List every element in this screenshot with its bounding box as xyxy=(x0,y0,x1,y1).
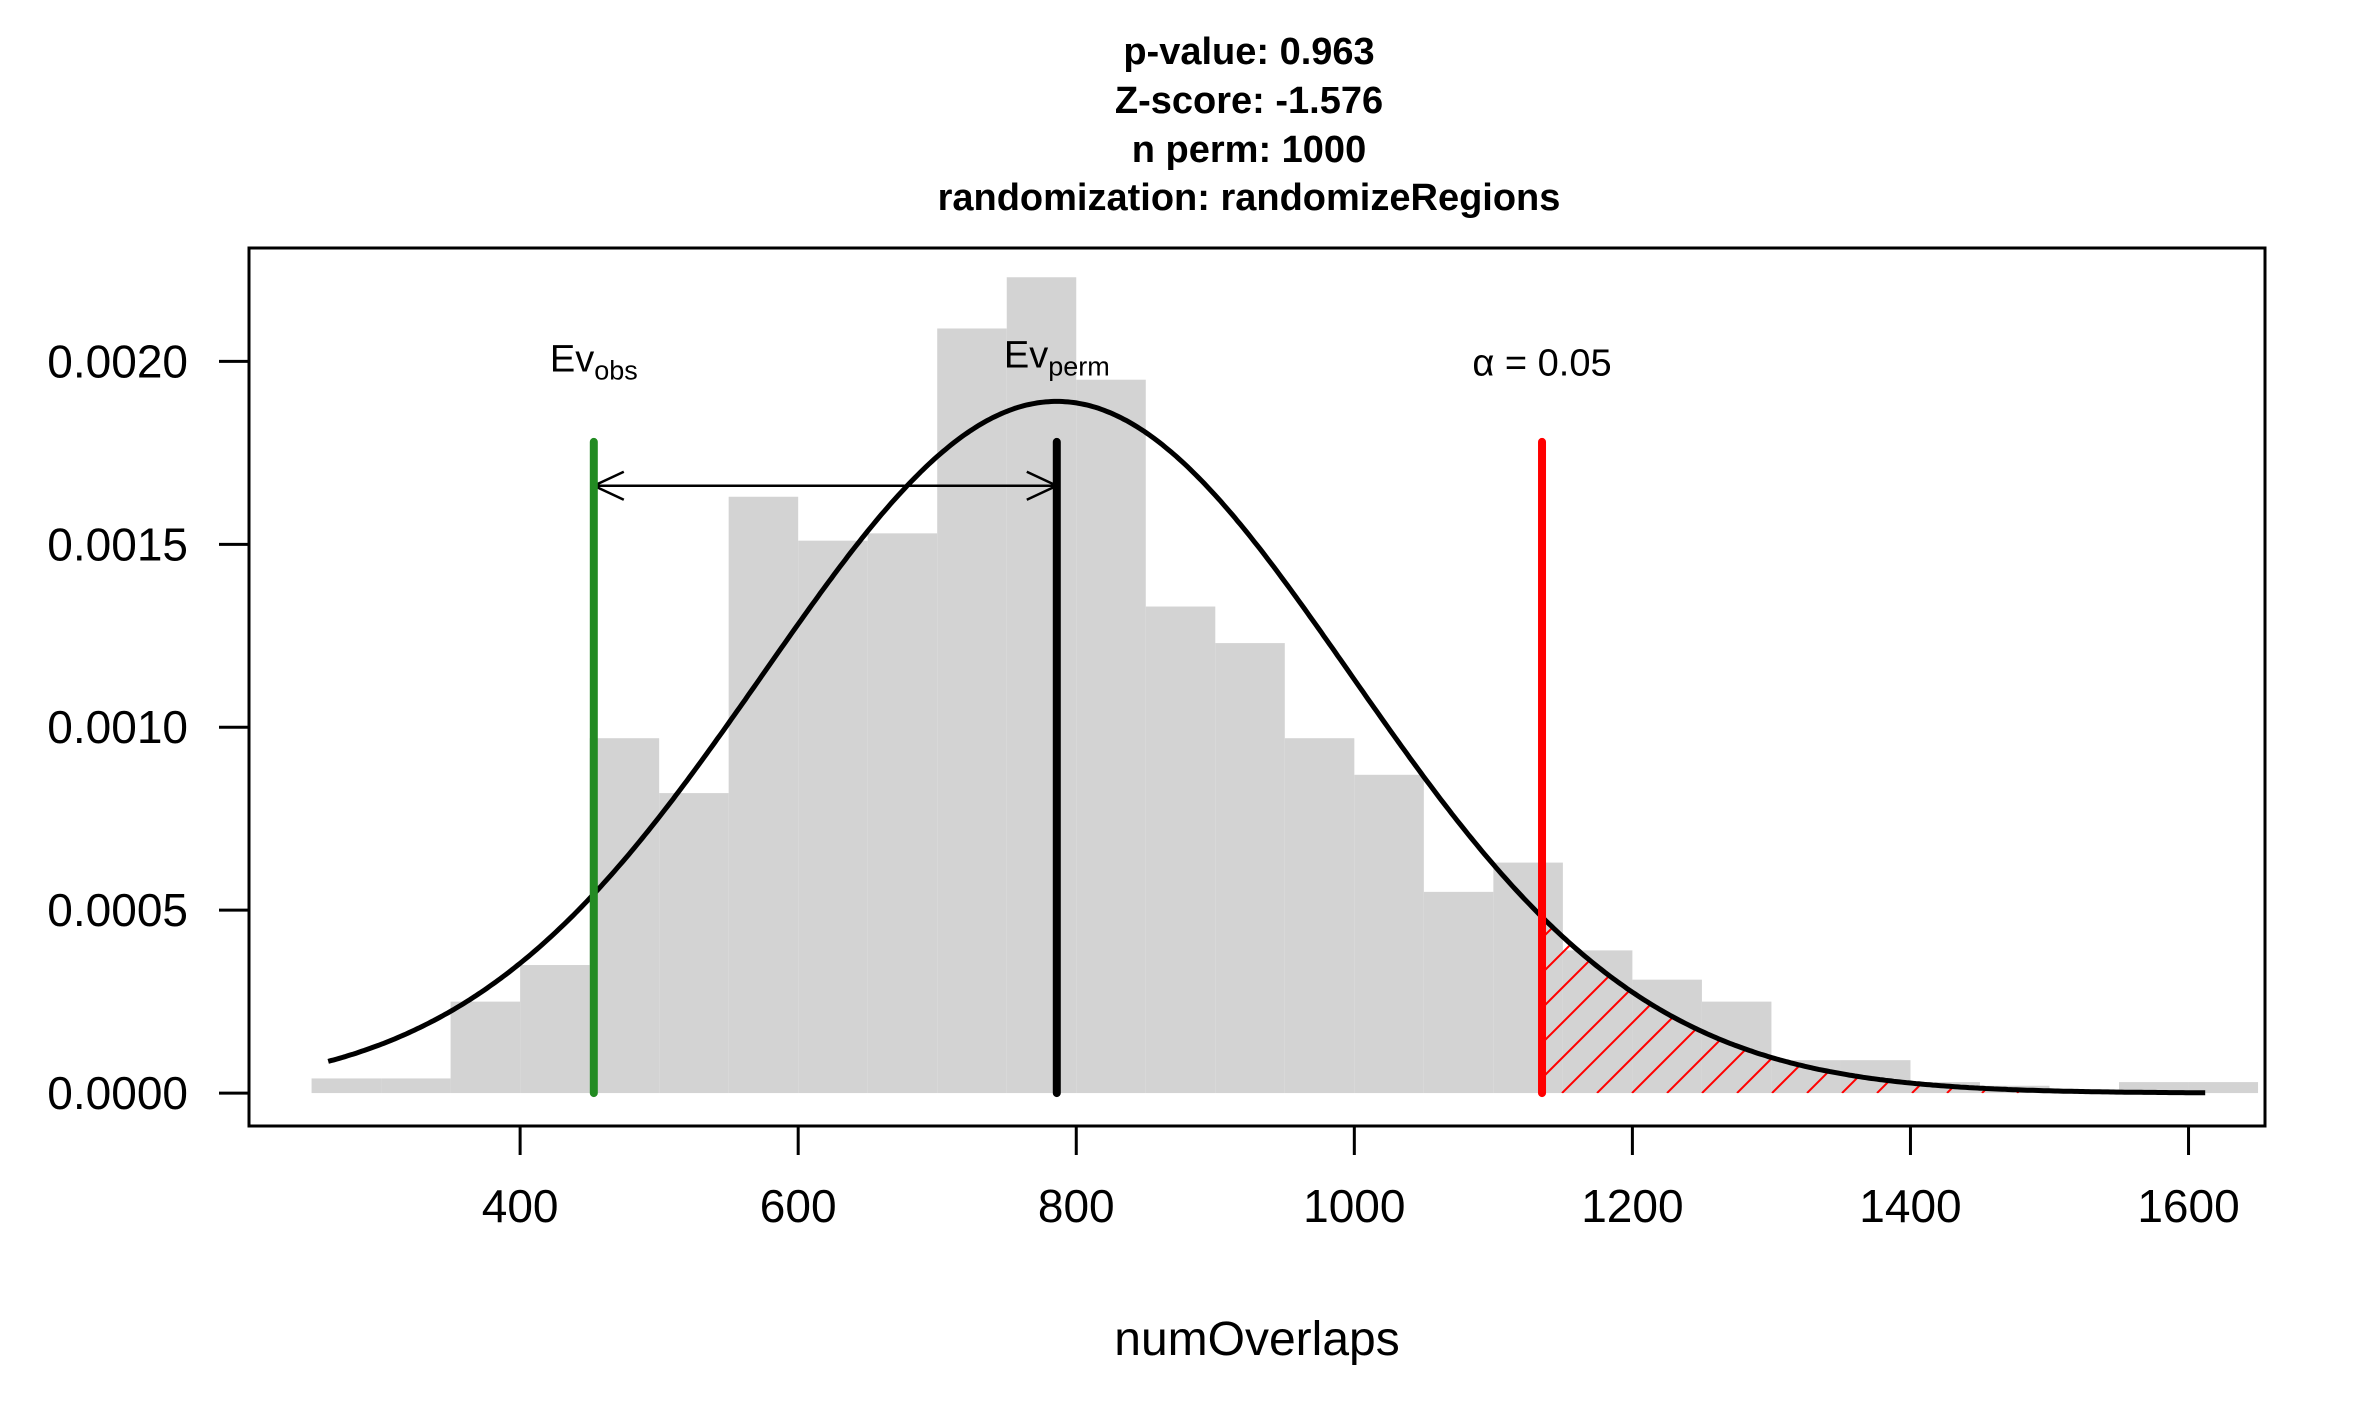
hatch-line xyxy=(1736,916,2188,1094)
x-tick-label: 800 xyxy=(1038,1180,1115,1232)
alpha-label: α = 0.05 xyxy=(1472,342,1611,384)
title-z-score: Z-score: -1.576 xyxy=(1115,80,1383,122)
histogram-bar-12 xyxy=(1145,606,1216,1094)
histogram-bars xyxy=(311,277,2259,1094)
histogram-bar-3 xyxy=(520,965,590,1094)
x-tick-label: 1400 xyxy=(1859,1180,1961,1232)
hatch-line xyxy=(1911,916,2206,1094)
hatch-line xyxy=(1561,916,2013,1094)
histogram-bar-4 xyxy=(589,738,660,1094)
title-n-perm: n perm: 1000 xyxy=(1132,129,1366,171)
chart-title: p-value: 0.963 Z-score: -1.576 n perm: 1… xyxy=(938,31,1561,219)
histogram-bar-0 xyxy=(311,1078,382,1094)
hatch-line xyxy=(1596,916,2048,1094)
normal-density-curve xyxy=(327,398,2206,1096)
hatch-line xyxy=(1542,916,1943,1094)
histogram-bar-10 xyxy=(1006,277,1077,1094)
x-tick-label: 1000 xyxy=(1303,1180,1405,1232)
histogram-bar-27 xyxy=(2188,1082,2259,1094)
reference-lines xyxy=(589,437,1547,1098)
histogram-bar-2 xyxy=(450,1001,521,1094)
hatch-line xyxy=(1806,916,2206,1094)
histogram-bar-26 xyxy=(2119,1082,2189,1094)
histogram-bar-1 xyxy=(381,1078,451,1094)
histogram-bar-9 xyxy=(937,328,1007,1094)
histogram-bar-15 xyxy=(1354,774,1424,1094)
x-tick-label: 600 xyxy=(760,1180,837,1232)
hatch-line xyxy=(1981,916,2206,1094)
x-tick-label: 1200 xyxy=(1581,1180,1683,1232)
x-axis-title: numOverlaps xyxy=(1114,1313,1399,1366)
y-tick-label: 0.0020 xyxy=(47,335,188,387)
histogram-bar-6 xyxy=(728,496,799,1094)
hatch-line xyxy=(1876,916,2206,1094)
hatch-line xyxy=(1771,916,2206,1094)
hatch-line xyxy=(2086,916,2206,1094)
hatch-line xyxy=(2121,916,2206,1094)
y-tick-label: 0.0015 xyxy=(47,518,188,570)
title-randomization: randomization: randomizeRegions xyxy=(938,177,1561,219)
x-axis: 400 600 800 1000 1200 1400 1600 xyxy=(482,1126,2240,1232)
histogram-bar-16 xyxy=(1423,891,1494,1094)
hatch-line xyxy=(2156,916,2206,1094)
observed-label: Evobs xyxy=(550,338,638,385)
y-tick-label: 0.0010 xyxy=(47,701,188,753)
y-tick-label: 0.0005 xyxy=(47,884,188,936)
hatch-line xyxy=(2191,916,2206,1094)
hatch-line xyxy=(2016,916,2206,1094)
x-tick-label: 1600 xyxy=(2137,1180,2239,1232)
permuted-label: Evperm xyxy=(1004,334,1110,381)
hatch-line xyxy=(1542,916,1978,1094)
hatch-line xyxy=(1841,916,2206,1094)
histogram-bar-11 xyxy=(1076,379,1146,1094)
plot-frame xyxy=(247,246,2267,1128)
histogram-bar-5 xyxy=(659,793,729,1094)
histogram-bar-13 xyxy=(1215,643,1285,1094)
histogram-bar-14 xyxy=(1284,738,1355,1094)
y-axis: 0.0000 0.0005 0.0010 0.0015 0.0020 xyxy=(47,335,249,1119)
title-p-value: p-value: 0.963 xyxy=(1123,31,1374,73)
hatch-line xyxy=(2051,916,2206,1094)
y-tick-label: 0.0000 xyxy=(47,1067,188,1119)
histogram-bar-7 xyxy=(798,540,868,1094)
histogram-bar-17 xyxy=(1493,862,1563,1094)
hatch-line xyxy=(1946,916,2206,1094)
histogram-bar-8 xyxy=(867,533,938,1094)
x-tick-label: 400 xyxy=(482,1180,559,1232)
